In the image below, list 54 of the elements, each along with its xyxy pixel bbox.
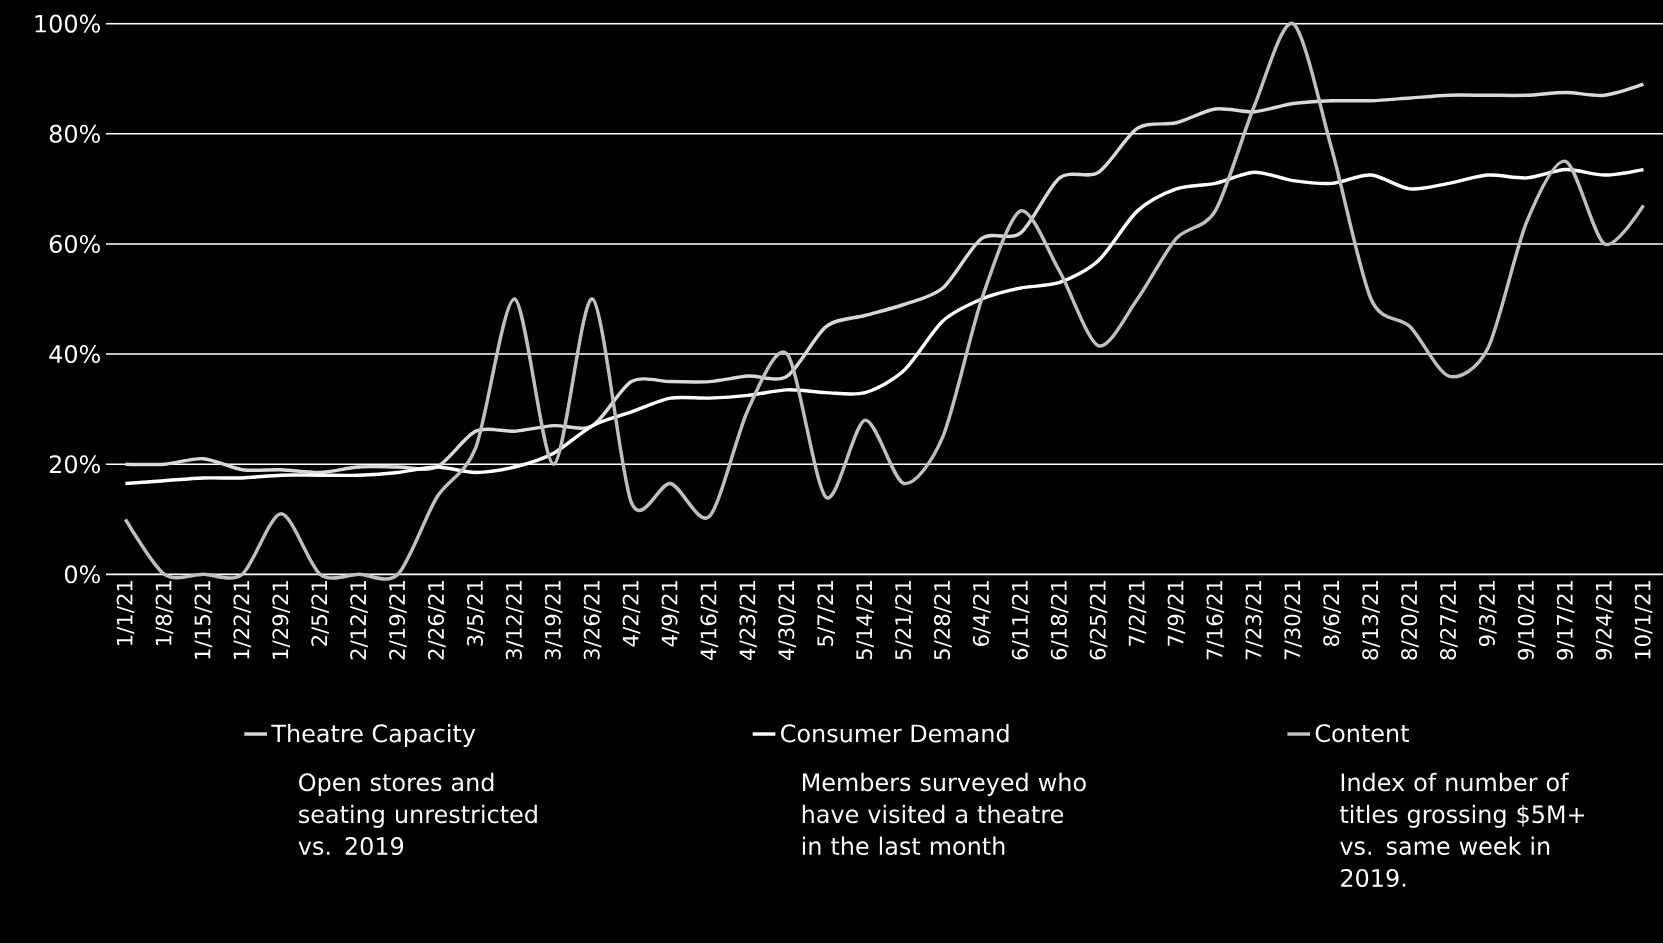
line-series: [123, 82, 1646, 475]
text: Members surveyed who have visited a theatre in the last month: [802, 772, 1086, 856]
x-tick-label: 9/24/21: [1595, 581, 1614, 660]
x-tick-label: 1/29/21: [272, 581, 291, 659]
x-tick-label: 2/26/21: [427, 581, 446, 660]
x-tick-label: 9/3/21: [1478, 581, 1497, 647]
x-tick-label: 6/4/21: [972, 581, 991, 646]
x-tick-label: 7/16/21: [1206, 581, 1225, 660]
x-tick-label: 6/18/21: [1050, 581, 1069, 660]
x-tick-label: 3/12/21: [505, 581, 524, 660]
legend-label: Content: [1315, 724, 1409, 743]
x-tick-label: 7/30/21: [1284, 581, 1303, 660]
x-tick-label: 3/5/21: [466, 581, 485, 646]
y-tick-label: 0%: [64, 565, 100, 584]
y-tick-label: 20%: [49, 455, 100, 474]
x-tick-label: 3/19/21: [544, 581, 563, 660]
x-tick-label: 1/8/21: [155, 581, 174, 646]
x-tick-label: 7/23/21: [1245, 581, 1264, 660]
text: Open stores and seating unrestricted vs. 2019: [298, 772, 537, 856]
x-tick-label: 4/30/21: [778, 581, 797, 660]
x-tick-label: 8/20/21: [1401, 581, 1419, 660]
x-tick-label: 2/19/21: [389, 581, 407, 660]
x-tick-label: 5/21/21: [895, 581, 913, 660]
x-tick-label: 4/16/21: [700, 581, 719, 660]
x-tick-label: 1/15/21: [194, 581, 213, 659]
x-tick-label: 4/2/21: [622, 581, 641, 647]
x-tick-label: 4/23/21: [739, 581, 758, 660]
x-tick-label: 1/22/21: [233, 581, 252, 659]
legend-label: Consumer Demand: [781, 723, 1009, 743]
x-tick-label: 7/2/21: [1128, 581, 1147, 646]
x-tick-label: 6/25/21: [1089, 581, 1108, 660]
x-tick-label: 1/1/21: [116, 581, 135, 646]
x-tick-label: 3/26/21: [583, 581, 602, 660]
x-tick-label: 5/14/21: [856, 581, 874, 660]
x-tick-label: 8/27/21: [1439, 581, 1458, 660]
x-tick-label: 9/10/21: [1517, 581, 1536, 660]
x-tick-label: 6/11/21: [1011, 581, 1030, 660]
y-tick-label: 60%: [49, 234, 100, 253]
x-tick-label: 4/9/21: [661, 581, 680, 647]
y-tick-label: 100%: [35, 14, 100, 33]
x-tick-label: 7/9/21: [1167, 581, 1186, 646]
y-tick-label: 80%: [49, 124, 100, 143]
y-tick-label: 40%: [49, 345, 100, 364]
x-tick-label: 9/17/21: [1556, 581, 1575, 660]
x-tick-label: 5/7/21: [817, 581, 835, 646]
x-tick-label: 2/12/21: [350, 581, 368, 660]
line-series: [123, 167, 1646, 486]
x-tick-label: 8/13/21: [1362, 581, 1380, 660]
x-tick-label: 2/5/21: [311, 581, 329, 646]
x-tick-label: 10/1/21: [1634, 581, 1653, 659]
x-tick-label: 8/6/21: [1323, 581, 1341, 646]
legend-label: Theatre Capacity: [271, 723, 476, 748]
x-tick-label: 5/28/21: [933, 581, 952, 660]
text: Index of number of titles grossing $5M+ vs. same week in 2019.: [1340, 772, 1585, 887]
